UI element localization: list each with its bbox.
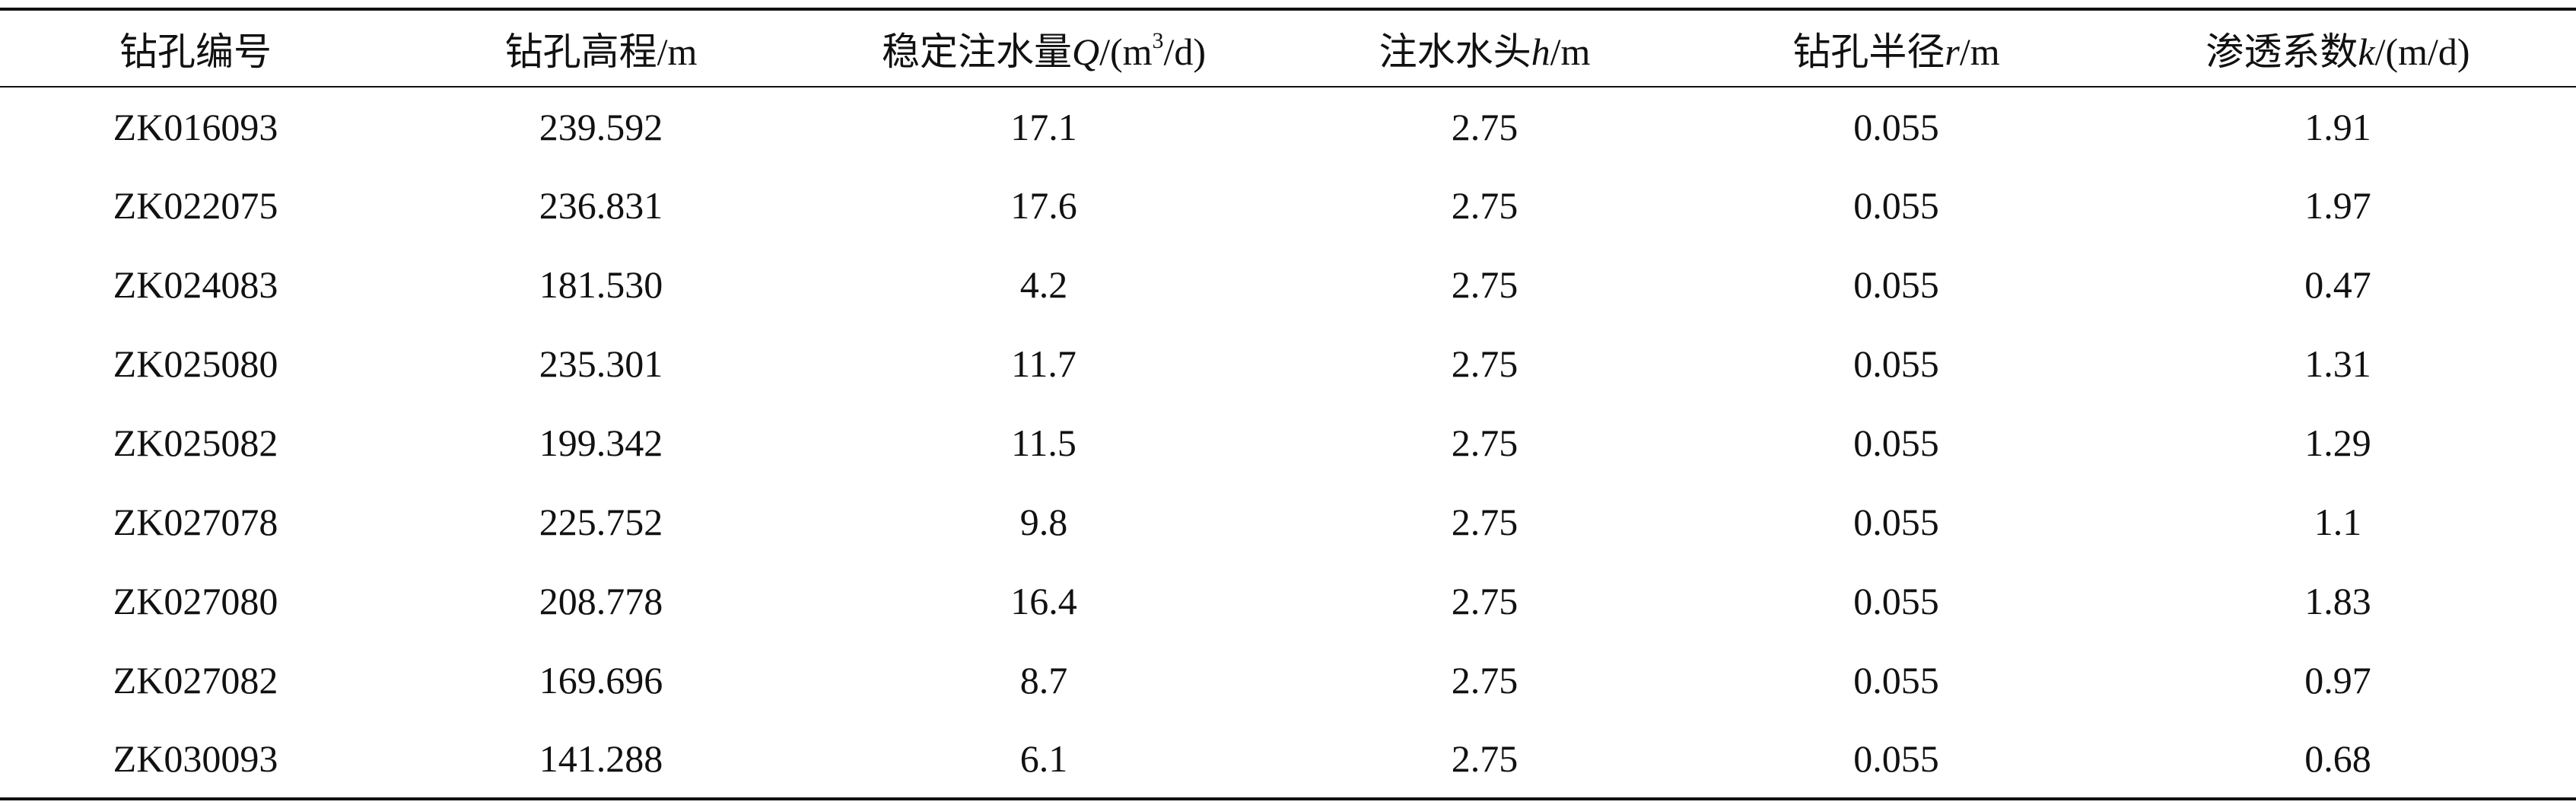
header-cell: 渗透系数k/(m/d) (2100, 9, 2576, 87)
table-cell: 0.055 (1853, 737, 1939, 780)
table-cell: ZK024083 (113, 263, 278, 306)
header-symbol: r (1945, 30, 1960, 73)
table-cell: 0.47 (2304, 263, 2371, 306)
header-text: 渗透系数 (2206, 30, 2358, 73)
table-row: ZK025082 199.342 11.5 2.75 0.055 1.29 (0, 403, 2576, 482)
table-cell: 0.97 (2304, 659, 2371, 702)
table-cell: 2.75 (1451, 422, 1519, 464)
header-symbol: k (2358, 30, 2375, 73)
table-cell: ZK027080 (113, 580, 278, 622)
table-cell: 1.91 (2304, 105, 2371, 148)
header-unit: /(m/d) (2374, 30, 2470, 73)
table-cell: ZK030093 (113, 737, 278, 780)
table-cell: 1.31 (2304, 342, 2371, 385)
table-cell: 6.1 (1019, 737, 1068, 780)
table-cell: 17.1 (1010, 105, 1077, 148)
table-cell: 169.696 (539, 659, 663, 702)
table-cell: 9.8 (1019, 501, 1068, 543)
header-symbol: Q (1071, 30, 1100, 73)
table-cell: ZK027082 (113, 659, 278, 702)
header-text: 钻孔编号 (119, 30, 272, 73)
header-unit: /m (1550, 30, 1591, 73)
table-cell: 225.752 (539, 501, 663, 543)
table-row: ZK022075 236.831 17.6 2.75 0.055 1.97 (0, 166, 2576, 245)
table-row: ZK027080 208.778 16.4 2.75 0.055 1.83 (0, 562, 2576, 641)
table-cell: ZK027078 (113, 501, 278, 543)
header-row: 钻孔编号 钻孔高程/m 稳定注水量Q/(m3/d) 注水水头h/m 钻孔半径r/… (0, 9, 2576, 87)
table-cell: 1.29 (2304, 422, 2371, 464)
header-text: 钻孔高程/m (504, 30, 698, 73)
table-cell: 2.75 (1451, 342, 1519, 385)
table-cell: 0.055 (1853, 105, 1939, 148)
table-cell: ZK025082 (113, 422, 278, 464)
table-cell: 0.055 (1853, 501, 1939, 543)
table-cell: 235.301 (539, 342, 663, 385)
header-unit: /(m (1099, 30, 1153, 73)
table-cell: 11.5 (1011, 422, 1077, 464)
header-unit: /d) (1163, 30, 1207, 73)
header-cell: 稳定注水量Q/(m3/d) (811, 9, 1277, 87)
table-cell: 141.288 (539, 737, 663, 780)
table-cell: 199.342 (539, 422, 663, 464)
table-cell: 2.75 (1451, 737, 1519, 780)
table-cell: 2.75 (1451, 501, 1519, 543)
table-cell: 1.1 (2314, 501, 2362, 543)
table-row: ZK027078 225.752 9.8 2.75 0.055 1.1 (0, 482, 2576, 562)
table-cell: 4.2 (1019, 263, 1068, 306)
table-row: ZK024083 181.530 4.2 2.75 0.055 0.47 (0, 245, 2576, 324)
table-cell: 0.055 (1853, 263, 1939, 306)
header-unit: /m (1959, 30, 2000, 73)
table-cell: 0.055 (1853, 342, 1939, 385)
table-cell: 2.75 (1451, 184, 1519, 227)
header-cell: 钻孔半径r/m (1693, 9, 2100, 87)
table-cell: 208.778 (539, 580, 663, 622)
table-row: ZK025080 235.301 11.7 2.75 0.055 1.31 (0, 324, 2576, 403)
header-text: 注水水头 (1379, 30, 1531, 73)
header-text: 稳定注水量 (881, 30, 1072, 73)
table-cell: ZK022075 (113, 184, 278, 227)
header-symbol: h (1531, 30, 1550, 73)
table-cell: 1.97 (2304, 184, 2371, 227)
header-text: 钻孔半径 (1792, 30, 1945, 73)
table-cell: 2.75 (1451, 263, 1519, 306)
table-body: ZK016093 239.592 17.1 2.75 0.055 1.91 ZK022075… (0, 87, 2576, 799)
header-superscript: 3 (1152, 27, 1164, 53)
table-row: ZK027082 169.696 8.7 2.75 0.055 0.97 (0, 641, 2576, 720)
table-cell: 236.831 (539, 184, 663, 227)
table-cell: 181.530 (539, 263, 663, 306)
table-cell: 0.055 (1853, 659, 1939, 702)
table-cell: 1.83 (2304, 580, 2371, 622)
table-row: ZK016093 239.592 17.1 2.75 0.055 1.91 (0, 87, 2576, 166)
table-cell: 0.055 (1853, 580, 1939, 622)
table-row: ZK030093 141.288 6.1 2.75 0.055 0.68 (0, 720, 2576, 799)
table-cell: ZK025080 (113, 342, 278, 385)
table-cell: 2.75 (1451, 105, 1519, 148)
table-cell: 2.75 (1451, 580, 1519, 622)
table-cell: 0.055 (1853, 422, 1939, 464)
header-cell: 钻孔编号 (0, 9, 391, 87)
table-cell: 0.055 (1853, 184, 1939, 227)
table-cell: 0.68 (2304, 737, 2371, 780)
table-cell: 11.7 (1011, 342, 1077, 385)
data-table: 钻孔编号 钻孔高程/m 稳定注水量Q/(m3/d) 注水水头h/m 钻孔半径r/… (0, 8, 2576, 800)
table-cell: 239.592 (539, 105, 663, 148)
table-cell: 8.7 (1019, 659, 1068, 702)
table-header: 钻孔编号 钻孔高程/m 稳定注水量Q/(m3/d) 注水水头h/m 钻孔半径r/… (0, 9, 2576, 87)
table-cell: ZK016093 (113, 105, 278, 148)
table-cell: 2.75 (1451, 659, 1519, 702)
header-cell: 注水水头h/m (1277, 9, 1693, 87)
header-cell: 钻孔高程/m (391, 9, 811, 87)
table-cell: 17.6 (1010, 184, 1077, 227)
table-cell: 16.4 (1010, 580, 1077, 622)
